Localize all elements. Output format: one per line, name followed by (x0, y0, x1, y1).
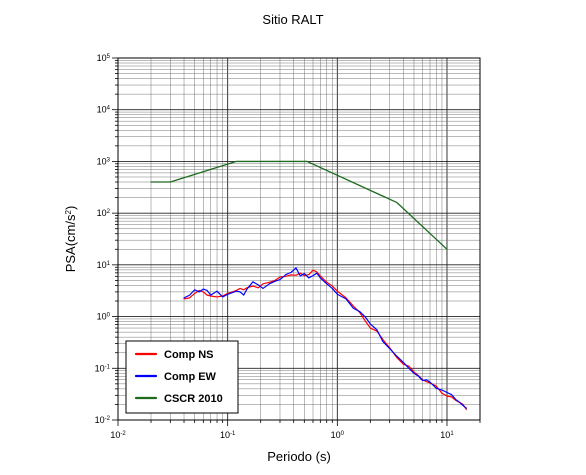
legend-label-cscr-2010: CSCR 2010 (164, 393, 223, 405)
x-tick-label-1: 10-1 (220, 430, 236, 440)
series-line-comp-ew (183, 267, 467, 409)
x-tick-label-1-base: 10 (220, 430, 230, 440)
x-tick-label-3-exponent: 1 (450, 431, 454, 437)
y-axis-label-base: PSA(cm/s (63, 214, 78, 272)
series-layer (150, 160, 467, 411)
y-axis-label-tail: ) (63, 206, 78, 210)
y-tick-label-6-base: 10 (97, 105, 107, 115)
y-tick-label-5: 103 (97, 156, 111, 166)
x-tick-label-2-base: 10 (331, 430, 341, 440)
legend: Comp NS Comp EW CSCR 2010 (125, 340, 239, 414)
y-axis-label: PSA(cm/s2) (63, 206, 78, 273)
plot-frame (117, 57, 481, 421)
x-tick-label-3: 101 (440, 430, 454, 440)
y-tick-label-5-exponent: 3 (107, 157, 111, 163)
y-tick-label-0: 10-2 (95, 415, 111, 425)
chart-title: Sitio RALT (262, 12, 323, 27)
y-tick-label-3-exponent: 1 (107, 261, 111, 267)
y-tick-label-7-base: 10 (97, 53, 107, 63)
legend-item-cscr-2010: CSCR 2010 (134, 393, 223, 405)
y-tick-label-2: 100 (97, 312, 111, 322)
y-tick-label-4-exponent: 2 (107, 209, 111, 215)
x-tick-label-2: 100 (331, 430, 345, 440)
y-tick-label-0-base: 10 (95, 415, 105, 425)
y-tick-label-5-base: 10 (97, 156, 107, 166)
x-axis-label: Periodo (s) (267, 449, 331, 464)
y-tick-label-7-exponent: 5 (107, 54, 111, 60)
legend-label-comp-ew: Comp EW (164, 371, 217, 383)
x-tick-label-3-base: 10 (440, 430, 450, 440)
y-tick-label-6: 104 (97, 105, 111, 115)
y-tick-label-1-exponent: -1 (105, 364, 111, 370)
legend-label-comp-ns: Comp NS (164, 349, 214, 361)
series-line-cscr-2010 (150, 160, 448, 250)
series-line-comp-ns (183, 269, 467, 411)
y-tick-label-1-base: 10 (95, 363, 105, 373)
x-tick-label-0-exponent: -2 (120, 431, 126, 437)
x-tick-label-1-exponent: -1 (230, 431, 236, 437)
x-tick-label-2-exponent: 0 (341, 431, 345, 437)
y-tick-label-0-exponent: -2 (105, 416, 111, 422)
y-tick-label-2-base: 10 (97, 312, 107, 322)
y-tick-label-3: 101 (97, 260, 111, 270)
y-tick-label-4: 102 (97, 208, 111, 218)
y-tick-label-6-exponent: 4 (107, 106, 111, 112)
y-tick-label-4-base: 10 (97, 208, 107, 218)
y-tick-label-1: 10-1 (95, 363, 111, 373)
y-tick-label-3-base: 10 (97, 260, 107, 270)
legend-item-comp-ns: Comp NS (134, 349, 214, 361)
x-tick-label-0-base: 10 (110, 430, 120, 440)
y-tick-label-7: 105 (97, 53, 111, 63)
legend-item-comp-ew: Comp EW (134, 371, 217, 383)
x-tick-label-0: 10-2 (110, 430, 126, 440)
y-axis-label-exponent: 2 (64, 210, 73, 215)
y-tick-label-2-exponent: 0 (107, 313, 111, 319)
